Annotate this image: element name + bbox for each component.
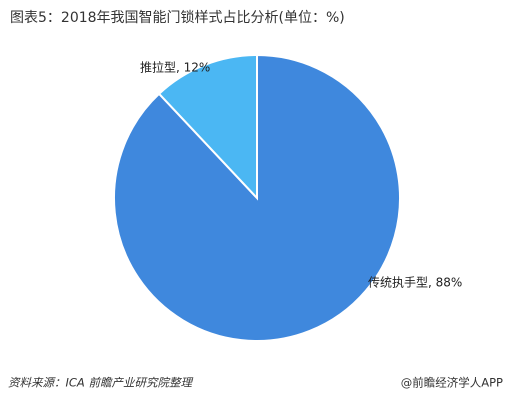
- data-label: 推拉型, 12%: [140, 60, 210, 75]
- pie-slice: [157, 53, 258, 201]
- pie-slice: [113, 53, 401, 342]
- footer: @前瞻经济学人APP: [401, 376, 503, 390]
- chart-title: 图表5：2018年我国智能门锁样式占比分析(单位：%): [10, 10, 345, 26]
- data-label: 传统执手型, 88%: [368, 275, 462, 290]
- source-note: 资料来源：ICA 前瞻产业研究院整理: [8, 376, 193, 390]
